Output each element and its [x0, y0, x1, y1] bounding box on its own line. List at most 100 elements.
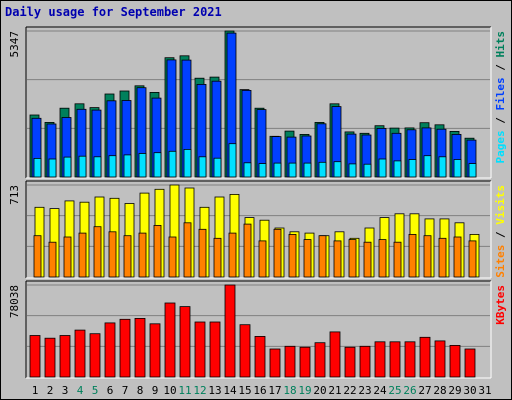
pages-bar — [198, 156, 207, 178]
kbytes-bar — [419, 336, 431, 378]
sites-bar — [168, 236, 177, 278]
kbytes-bar — [134, 317, 146, 378]
pages-bar — [213, 157, 222, 178]
x-tick-label: 6 — [107, 384, 114, 397]
x-tick-label: 26 — [403, 384, 416, 397]
x-tick-label: 10 — [163, 384, 176, 397]
pages-bar — [63, 156, 72, 178]
sites-bar — [78, 232, 87, 278]
pages-bar — [273, 162, 282, 178]
legend-pages: Pages — [494, 130, 507, 163]
legend-visits: Visits — [494, 185, 507, 225]
sites-bar — [408, 233, 417, 278]
kbytes-bar — [149, 323, 161, 378]
sites-bar — [318, 235, 327, 278]
sites-bar — [288, 233, 297, 278]
x-tick-label: 7 — [122, 384, 129, 397]
kbytes-bar — [59, 335, 71, 378]
pages-bar — [108, 155, 117, 178]
y-max-label: 78038 — [8, 285, 21, 318]
pages-bar — [228, 143, 237, 178]
legend-separator: / — [494, 225, 507, 245]
x-tick-label: 16 — [253, 384, 266, 397]
sites-bar — [273, 228, 282, 278]
pages-bar — [258, 163, 267, 178]
kbytes-bar — [434, 340, 446, 378]
side-legend: KBytes — [494, 285, 507, 325]
legend-separator: / — [494, 58, 507, 78]
sites-bar — [63, 236, 72, 278]
kbytes-bar — [359, 345, 371, 378]
kbytes-bar — [449, 344, 461, 378]
kbytes-bar — [239, 324, 251, 378]
x-tick-label: 22 — [343, 384, 356, 397]
sites-bar — [423, 235, 432, 278]
kbytes-bar — [404, 341, 416, 378]
kbytes-bar — [29, 335, 41, 378]
sites-bar — [33, 235, 42, 278]
sites-bar — [363, 241, 372, 278]
chart-title: Daily usage for September 2021 — [5, 5, 222, 19]
pages-bar — [168, 150, 177, 178]
pages-bar — [468, 163, 477, 178]
sites-bar — [333, 240, 342, 278]
sites-bar — [378, 239, 387, 278]
kbytes-bar — [254, 335, 266, 378]
pages-bar — [348, 163, 357, 178]
kbytes-bar — [164, 302, 176, 378]
pages-bar — [438, 156, 447, 178]
x-tick-label: 27 — [418, 384, 431, 397]
sites-bar — [138, 232, 147, 278]
pages-bar — [378, 158, 387, 178]
kbytes-bar — [389, 341, 401, 378]
x-tick-label: 4 — [77, 384, 84, 397]
x-tick-label: 30 — [463, 384, 476, 397]
pages-bar — [288, 162, 297, 178]
kbytes-bar — [464, 348, 476, 378]
x-tick-label: 5 — [92, 384, 99, 397]
sites-bar — [123, 235, 132, 278]
sites-bar — [243, 223, 252, 278]
kbytes-bar — [89, 333, 101, 378]
sites-bar — [183, 222, 192, 278]
sites-bar — [258, 240, 267, 278]
kbytes-bar — [284, 345, 296, 378]
x-tick-label: 11 — [178, 384, 191, 397]
kbytes-bar — [329, 331, 341, 378]
sites-bar — [348, 239, 357, 278]
x-tick-label: 19 — [298, 384, 311, 397]
kbytes-bar — [269, 348, 281, 378]
pages-bar — [408, 159, 417, 178]
sites-bar — [303, 239, 312, 278]
pages-bar — [138, 153, 147, 178]
x-tick-label: 18 — [283, 384, 296, 397]
x-tick-label: 2 — [47, 384, 54, 397]
pages-bar — [243, 162, 252, 178]
side-legend: Sites / Visits — [494, 185, 507, 278]
legend-sites: Sites — [494, 245, 507, 278]
kbytes-bar — [179, 306, 191, 378]
kbytes-bar — [374, 341, 386, 378]
legend-hits: Hits — [494, 31, 507, 58]
pages-bar — [318, 161, 327, 178]
sites-bar — [153, 224, 162, 278]
kbytes-bar — [119, 318, 131, 378]
pages-bar — [93, 156, 102, 178]
x-tick-label: 3 — [62, 384, 69, 397]
sites-bar — [228, 232, 237, 278]
x-tick-label: 15 — [238, 384, 251, 397]
x-tick-label: 21 — [328, 384, 341, 397]
pages-bar — [453, 159, 462, 178]
kbytes-bar — [209, 321, 221, 378]
sites-bar — [438, 237, 447, 278]
pages-bar — [183, 148, 192, 178]
pages-bar — [423, 155, 432, 178]
kbytes-bar — [104, 322, 116, 378]
sites-bar — [48, 241, 57, 278]
sites-bar — [198, 228, 207, 278]
x-tick-label: 14 — [223, 384, 237, 397]
kbytes-bar — [194, 321, 206, 378]
sites-bar — [108, 231, 117, 278]
legend-kbytes: KBytes — [494, 285, 507, 325]
